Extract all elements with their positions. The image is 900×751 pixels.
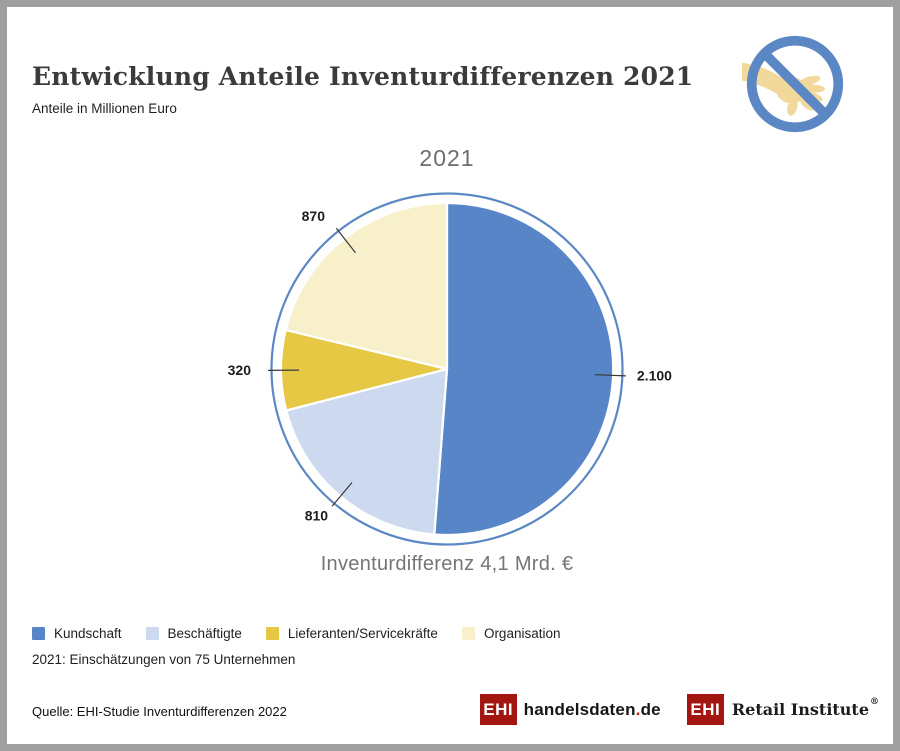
page-title: Entwicklung Anteile Inventurdifferenzen … xyxy=(32,61,694,91)
retail-institute-logo: EHI Retail Institute® xyxy=(686,694,879,725)
legend-swatch xyxy=(32,627,45,640)
handelsdaten-wordmark: handelsdaten.de xyxy=(523,699,661,719)
retail-institute-wordmark: Retail Institute® xyxy=(731,697,879,719)
chart-title: 2021 xyxy=(419,145,475,171)
survey-note: 2021: Einschätzungen von 75 Unternehmen xyxy=(32,652,296,667)
page-subtitle: Anteile in Millionen Euro xyxy=(32,101,177,116)
leader-line xyxy=(335,227,356,254)
handelsdaten-logo: EHI handelsdaten.de xyxy=(479,694,661,725)
legend-label: Lieferanten/Servicekräfte xyxy=(287,626,438,641)
pie-value-label: 2.100 xyxy=(637,368,672,384)
pie-chart: 2.100 810 320 870 xyxy=(200,142,680,602)
source-note: Quelle: EHI-Studie Inventurdifferenzen 2… xyxy=(32,704,287,719)
leader-line xyxy=(331,482,353,507)
legend-item-kundschaft: Kundschaft xyxy=(32,626,122,641)
leader-line xyxy=(594,374,626,377)
legend-swatch xyxy=(265,627,279,640)
legend-item-lieferanten-servicekr-fte: Lieferanten/Servicekräfte xyxy=(265,626,438,641)
legend-swatch xyxy=(145,627,159,640)
legend-item-organisation: Organisation xyxy=(461,626,561,641)
pie-value-label: 810 xyxy=(305,508,329,524)
legend-label: Organisation xyxy=(483,626,561,641)
red-dot: . xyxy=(635,699,641,719)
legend-label: Beschäftigte xyxy=(167,626,242,641)
legend: Kundschaft Beschäftigte Lieferanten/Servic… xyxy=(32,626,560,641)
pie-outer-ring xyxy=(270,192,624,546)
pie-value-label: 320 xyxy=(228,362,252,378)
ehi-logo-box: EHI xyxy=(479,694,517,725)
footer-logos: EHI handelsdaten.de EHI Retail Institute… xyxy=(479,694,879,725)
no-touching-icon xyxy=(742,35,844,133)
pie-slice-kundschaft xyxy=(433,201,615,537)
pie-value-label: 870 xyxy=(302,208,326,224)
chart-caption: Inventurdifferenz 4,1 Mrd. € xyxy=(320,553,574,575)
registered-mark: ® xyxy=(870,697,879,707)
legend-item-besch-ftigte: Beschäftigte xyxy=(145,626,242,641)
pie-svg: 2.100 810 320 870 xyxy=(228,192,672,546)
legend-label: Kundschaft xyxy=(54,626,122,641)
ehi-logo-box: EHI xyxy=(686,694,724,725)
legend-swatch xyxy=(461,627,475,640)
